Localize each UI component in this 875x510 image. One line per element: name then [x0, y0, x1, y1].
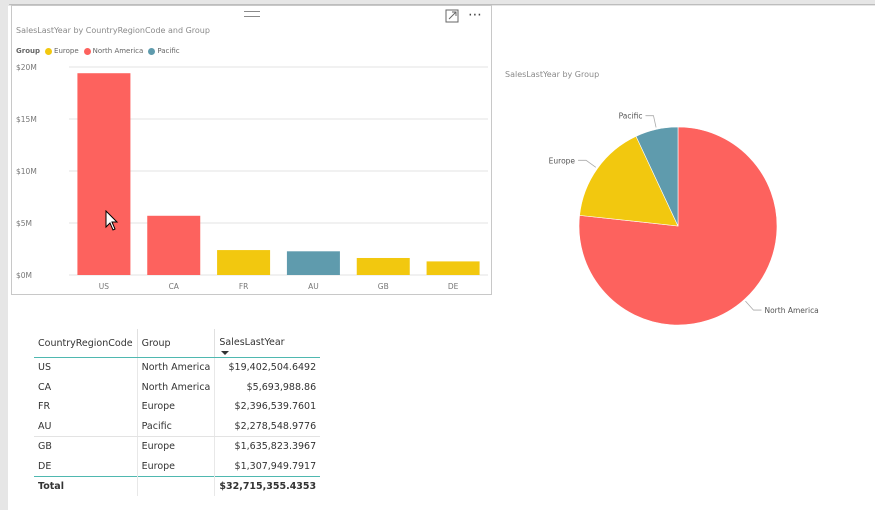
legend-dot-north-america — [83, 47, 91, 55]
table-cell-sales: $19,402,504.6492 — [214, 357, 321, 378]
table-total-label: Total — [34, 476, 138, 496]
pie-chart-title: SalesLastYear by Group — [505, 70, 600, 79]
legend-dot-pacific — [148, 47, 156, 55]
table-row[interactable]: CA North America $5,693,988.86 — [34, 377, 321, 397]
table-cell-group: North America — [136, 357, 215, 378]
table-row[interactable]: FR Europe $2,396,539.7601 — [34, 397, 321, 417]
sales-table[interactable]: CountryRegionCode Group SalesLastYear US… — [34, 329, 321, 496]
legend-dot-europe — [45, 47, 53, 55]
table-cell-group: Pacific — [136, 416, 215, 437]
canvas-top-line — [9, 4, 875, 5]
table-total-row: Total $32,715,355.4353 — [34, 476, 321, 496]
bar-us[interactable] — [77, 73, 131, 276]
column-header-group[interactable]: Group — [136, 329, 215, 358]
focus-mode-icon[interactable] — [445, 9, 459, 23]
table-cell-country: CA — [38, 381, 52, 393]
x-tick-label: US — [99, 282, 109, 291]
x-tick-label: DE — [448, 282, 459, 291]
bar-fr[interactable] — [217, 250, 271, 275]
table-header-row: CountryRegionCode Group SalesLastYear — [34, 329, 321, 358]
column-header-sales[interactable]: SalesLastYear — [214, 329, 321, 358]
mouse-pointer-icon — [105, 210, 119, 231]
table-total-value: $32,715,355.4353 — [214, 476, 321, 496]
table-row[interactable]: GB Europe $1,635,823.3967 — [34, 436, 321, 457]
window-left-border — [0, 0, 8, 510]
table-row[interactable]: DE Europe $1,307,949.7917 — [34, 456, 321, 477]
legend-label: Europe — [54, 47, 79, 55]
y-tick-label: $20M — [16, 63, 37, 72]
bar-de[interactable] — [426, 261, 480, 275]
more-options-icon[interactable]: ⋯ — [468, 7, 483, 23]
legend-title: Group — [16, 47, 41, 55]
table-row[interactable]: AU Pacific $2,278,548.9776 — [34, 416, 321, 437]
table-cell-group: Europe — [136, 436, 215, 457]
legend-item-europe[interactable]: Europe — [45, 47, 79, 55]
x-tick-label: CA — [169, 282, 180, 291]
y-tick-label: $0M — [16, 271, 32, 280]
bar-chart-title: SalesLastYear by CountryRegionCode and G… — [16, 26, 210, 35]
y-tick-label: $5M — [16, 219, 32, 228]
bar-gb[interactable] — [356, 257, 410, 275]
bar-au[interactable] — [286, 251, 340, 275]
table-cell-country: AU — [34, 416, 138, 437]
table-total-group — [136, 476, 215, 496]
bar-chart-visual[interactable]: ⋯ SalesLastYear by CountryRegionCode and… — [11, 5, 492, 295]
drag-handle-icon[interactable] — [244, 11, 260, 17]
legend-label: Pacific — [157, 47, 180, 55]
table-row[interactable]: US North America $19,402,504.6492 — [34, 357, 321, 378]
table-cell-country: FR — [38, 401, 51, 413]
table-cell-sales: $1,635,823.3967 — [214, 436, 321, 457]
legend-item-pacific[interactable]: Pacific — [148, 47, 180, 55]
bar-chart-legend: Group Europe North America Pacific — [16, 45, 185, 57]
bar-chart-plot: $0M $5M $10M $15M $20M US CA FR AU GB DE — [16, 63, 488, 291]
table-cell-country: US — [38, 362, 51, 374]
x-tick-label: FR — [239, 282, 249, 291]
table-cell-country: GB — [38, 441, 52, 453]
column-header-sales-label: SalesLastYear — [219, 336, 285, 348]
table-cell-group: Europe — [136, 397, 215, 417]
bar-ca[interactable] — [147, 215, 201, 275]
table-cell-group: Europe — [136, 456, 215, 477]
window-top-border — [0, 0, 875, 6]
table-cell-group: North America — [136, 377, 215, 397]
legend-label: North America — [92, 47, 144, 55]
y-tick-label: $10M — [16, 167, 37, 176]
x-tick-label: GB — [378, 282, 389, 291]
table-cell-country: DE — [38, 460, 52, 472]
table-cell-sales: $2,396,539.7601 — [214, 397, 321, 417]
table-cell-sales: $1,307,949.7917 — [214, 456, 321, 477]
table-cell-sales: $5,693,988.86 — [214, 377, 321, 397]
y-tick-label: $15M — [16, 115, 37, 124]
column-header-country[interactable]: CountryRegionCode — [34, 329, 138, 358]
sort-descending-icon — [221, 351, 230, 355]
table-cell-sales: $2,278,548.9776 — [214, 416, 321, 437]
x-tick-label: AU — [308, 282, 319, 291]
legend-item-north-america[interactable]: North America — [83, 47, 144, 55]
